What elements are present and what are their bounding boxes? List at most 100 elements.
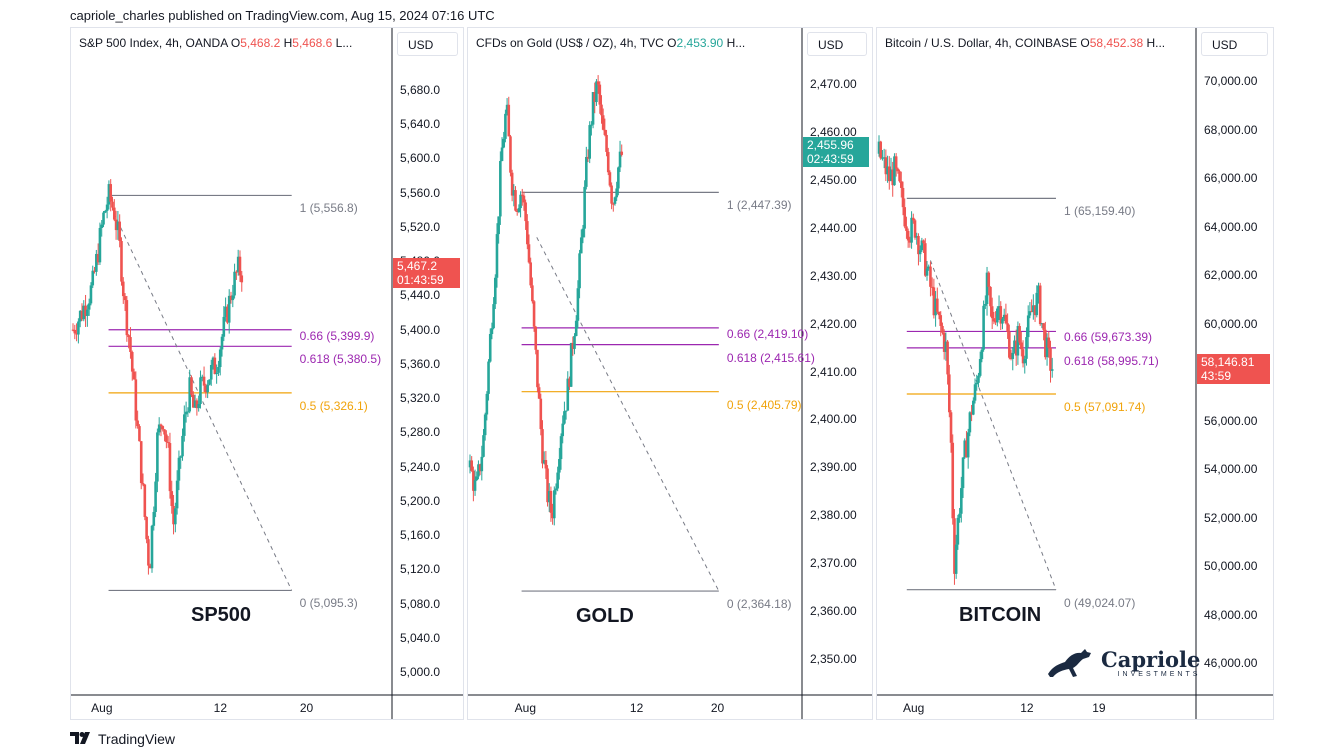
- bitcoin-candle: [946, 339, 949, 385]
- sp500-symbol-header[interactable]: S&P 500 Index, 4h, OANDA O5,468.2 H5,468…: [79, 36, 352, 50]
- bitcoin-candle: [913, 218, 917, 240]
- gold-candle: [554, 483, 558, 495]
- gold-candle: [595, 79, 598, 106]
- bitcoin-candle: [922, 239, 925, 253]
- gold-candle: [514, 186, 517, 212]
- bitcoin-candle: [920, 237, 924, 252]
- tradingview-footer[interactable]: TradingView: [70, 731, 175, 747]
- bitcoin-plot-area[interactable]: [877, 135, 1057, 591]
- gold-fib-label-0: 1 (2,447.39): [726, 198, 792, 213]
- bitcoin-symbol-header[interactable]: Bitcoin / U.S. Dollar, 4h, COINBASE O58,…: [885, 36, 1165, 50]
- sp500-candle: [102, 210, 105, 228]
- gold-fib-label-3: 0.5 (2,405.79): [726, 397, 802, 412]
- sp500-price-tick: 5,240.0: [400, 459, 441, 474]
- bitcoin-candle: [1014, 329, 1018, 366]
- gold-plot-area[interactable]: [468, 75, 720, 592]
- bitcoin-candle: [1044, 321, 1047, 360]
- sp500-candle: [125, 295, 129, 342]
- sp500-candle: [91, 265, 95, 289]
- sp500-candle: [95, 249, 98, 276]
- gold-candle: [563, 401, 566, 425]
- sp500-candle: [181, 428, 184, 461]
- bitcoin-candle: [915, 232, 919, 245]
- bitcoin-bar-countdown: 43:59: [1201, 369, 1232, 384]
- sp500-candle: [147, 535, 150, 575]
- gold-candle: [611, 202, 615, 212]
- gold-candle: [529, 257, 532, 288]
- gold-candle: [608, 170, 612, 188]
- sp500-time-tick: 12: [213, 701, 228, 715]
- bitcoin-candle: [893, 153, 896, 186]
- gold-candle: [593, 82, 597, 114]
- sp500-candle: [104, 209, 107, 214]
- bitcoin-chart-panel[interactable]: 1 (65,159.40) 0.66 (59,673.39) 0.618 (58,9…: [876, 27, 1274, 720]
- gold-candle: [569, 342, 573, 388]
- bitcoin-candle: [894, 153, 898, 177]
- gold-time-tick: 12: [629, 701, 644, 715]
- gold-price-tick: 2,350.00: [810, 652, 857, 666]
- sp500-candle: [170, 480, 174, 514]
- bitcoin-candle: [879, 140, 883, 160]
- sp500-currency-button[interactable]: USD: [397, 32, 458, 56]
- gold-time-tick: Aug: [514, 701, 536, 715]
- bitcoin-candle: [994, 311, 997, 326]
- bitcoin-currency-button[interactable]: USD: [1201, 32, 1268, 56]
- bitcoin-candle: [997, 295, 1001, 321]
- bitcoin-candle: [1004, 303, 1008, 325]
- gold-candle: [564, 410, 568, 420]
- bitcoin-trend-line: [929, 260, 1057, 590]
- sp500-candle: [218, 346, 222, 376]
- gold-candle: [517, 204, 521, 214]
- gold-candle: [585, 146, 588, 190]
- bitcoin-last-price: 58,146.81: [1201, 355, 1255, 370]
- sp500-candle: [139, 440, 143, 490]
- sp500-chart-svg[interactable]: [71, 28, 463, 719]
- sp500-candle: [159, 423, 163, 437]
- sp500-candle: [199, 370, 202, 409]
- sp500-fib-label-1: 0.66 (5,399.9): [299, 328, 375, 343]
- gold-currency-button[interactable]: USD: [807, 32, 867, 56]
- bitcoin-candle: [877, 135, 881, 157]
- bitcoin-chart-svg[interactable]: [877, 28, 1273, 719]
- bitcoin-price-tick: 66,000.00: [1204, 171, 1258, 185]
- sp500-plot-area[interactable]: [71, 179, 293, 592]
- sp500-candle: [93, 266, 96, 274]
- gold-candle: [568, 376, 571, 391]
- gold-chart-panel[interactable]: 1 (2,447.39) 0.66 (2,419.10) 0.618 (2,415.…: [467, 27, 873, 720]
- bitcoin-candle: [956, 514, 960, 550]
- sp500-candle: [224, 297, 227, 322]
- sp500-time-tick: Aug: [91, 701, 113, 715]
- sp500-symbol: S&P 500 Index, 4h, OANDA: [79, 36, 231, 50]
- sp500-candle: [215, 364, 218, 384]
- bitcoin-candle: [908, 236, 912, 248]
- gold-symbol-header[interactable]: CFDs on Gold (US$ / OZ), 4h, TVC O2,453.…: [476, 36, 745, 50]
- gold-candle: [549, 486, 553, 522]
- sp500-fib-label-4: 0 (5,095.3): [299, 596, 358, 611]
- bitcoin-candle: [1050, 357, 1054, 378]
- bitcoin-candle: [958, 507, 961, 523]
- gold-candle: [527, 234, 531, 264]
- bitcoin-candle: [911, 213, 915, 224]
- gold-candle: [606, 147, 610, 176]
- bitcoin-candle: [975, 374, 979, 391]
- gold-candle: [510, 169, 514, 202]
- bitcoin-candle: [939, 311, 943, 337]
- sp500-candle: [157, 417, 161, 436]
- gold-candle: [544, 450, 548, 480]
- sp500-chart-panel[interactable]: 1 (5,556.8) 0.66 (5,399.9) 0.618 (5,380.5)…: [70, 27, 464, 720]
- bitcoin-candle: [980, 347, 984, 363]
- bitcoin-candle: [1013, 335, 1016, 354]
- capriole-name: Capriole: [1101, 646, 1201, 672]
- bitcoin-last-price-tag: 58,146.81 43:59: [1197, 354, 1270, 385]
- gold-symbol: CFDs on Gold (US$ / OZ), 4h, TVC: [476, 36, 668, 50]
- sp500-price-tick: 5,520.0: [400, 219, 441, 234]
- gold-candle: [547, 483, 551, 513]
- sp500-header-trail: L...: [335, 36, 353, 50]
- bitcoin-candle: [987, 271, 991, 296]
- gold-chart-svg[interactable]: [468, 28, 872, 719]
- gold-candle: [552, 486, 556, 526]
- gold-candle: [558, 447, 561, 480]
- sp500-candle: [77, 318, 80, 344]
- gold-candle: [502, 131, 506, 149]
- sp500-candle: [229, 291, 233, 304]
